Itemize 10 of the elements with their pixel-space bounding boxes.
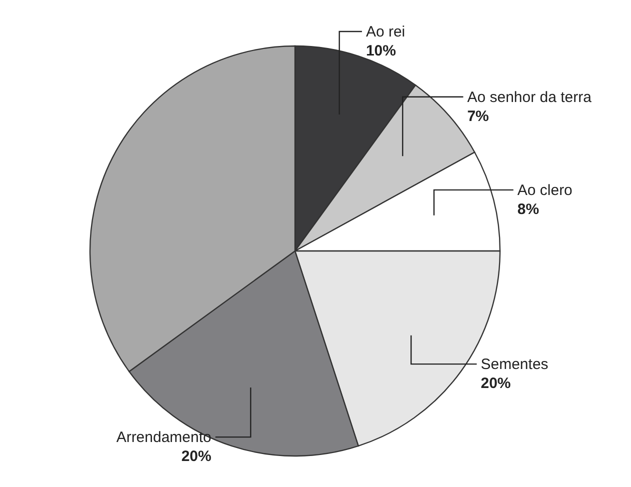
data-label: 7% (467, 108, 489, 125)
slice-label: Arrendamento (116, 429, 212, 446)
slice-label: Ao senhor da terra (467, 88, 592, 106)
slice-label: Ao rei (366, 24, 406, 41)
slice-label: Ao clero (517, 182, 572, 199)
slice-label: Sementes (480, 356, 548, 374)
data-label: 10% (366, 42, 396, 60)
data-label: 8% (517, 200, 540, 218)
data-label: 20% (480, 375, 511, 392)
data-label: 20% (181, 448, 212, 466)
